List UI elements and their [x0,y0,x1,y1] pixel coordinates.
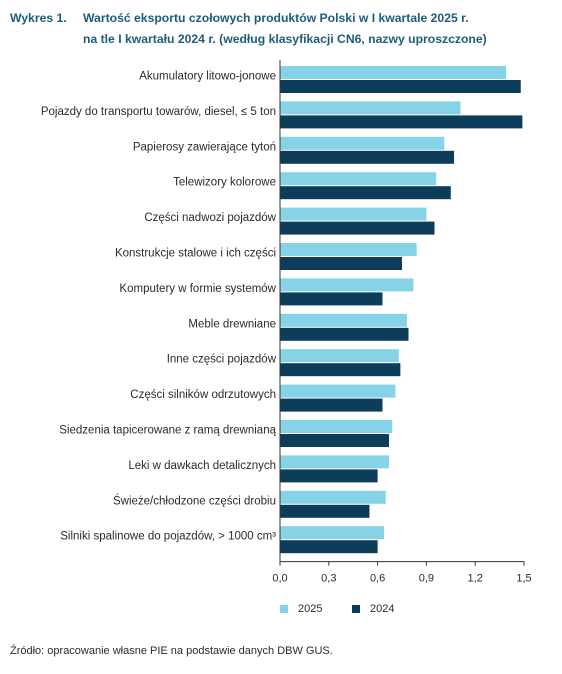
legend-label-2025: 2025 [298,603,323,615]
bar-2025 [280,455,389,469]
source-note: Źródło: opracowanie własne PIE na podsta… [10,645,333,657]
bar-2025 [280,66,507,79]
bar-2025 [280,313,407,327]
bar-2025 [280,136,445,150]
bar-2024 [280,398,383,412]
category-label: Silniki spalinowe do pojazdów, > 1000 cm… [60,531,276,543]
bar-2024 [280,257,402,270]
category-label: Telewizory kolorowe [173,177,276,189]
x-tick-label: 1,5 [516,573,531,585]
bar-2024 [280,327,409,341]
x-tick-label: 0,3 [321,573,336,585]
legend-label-2024: 2024 [370,603,395,615]
bar-2025 [280,101,461,115]
bar-2024 [280,363,401,377]
bar-2025 [280,384,396,398]
x-tick-label: 0,9 [419,573,434,585]
bar-2024 [280,540,378,554]
figure-label: Wykres 1. [10,11,67,25]
legend-item-2024: 2024 [352,603,394,615]
bar-2024 [280,115,523,129]
bar-2024 [280,504,370,518]
legend-swatch-2025 [280,605,288,613]
bar-2025 [280,207,427,221]
bar-2025 [280,243,417,256]
bar-2025 [280,420,393,433]
bar-2025 [280,526,385,540]
category-label: Świeże/chłodzone części drobiu [113,494,276,507]
category-label: Meble drewniane [188,318,276,330]
bar-2024 [280,434,389,447]
bar-chart: Akumulatory litowo-jonowe Pojazdy do tran… [41,60,532,585]
x-tick-label: 0,0 [272,573,287,585]
legend-swatch-2024 [352,605,360,613]
bar-2024 [280,186,451,200]
category-label: Części silników odrzutowych [130,389,276,401]
category-label: Papierosy zawierające tytoń [133,141,276,153]
bar-2024 [280,469,378,483]
bar-2025 [280,349,399,363]
bar-2024 [280,221,435,235]
category-label: Inne części pojazdów [167,354,277,366]
bar-2024 [280,292,383,306]
category-label: Akumulatory litowo-jonowe [139,71,276,83]
bar-2025 [280,278,414,292]
x-tick-label: 1,2 [468,573,483,585]
category-label: Części nadwozi pojazdów [144,212,276,224]
title-line-1: Wartość eksportu czołowych produktów Pol… [83,11,469,25]
x-tick-label: 0,6 [370,573,385,585]
category-label: Komputery w formie systemów [119,283,276,295]
category-label: Siedzenia tapicerowane z ramą drewnianą [59,425,276,437]
category-label: Leki w dawkach detalicznych [128,460,276,472]
legend-item-2025: 2025 [280,603,322,615]
bar-2024 [280,150,455,164]
bar-2025 [280,172,437,186]
category-label: Pojazdy do transportu towarów, diesel, ≤… [41,106,276,118]
title-line-2: na tle I kwartału 2024 r. (według klasyf… [83,32,487,46]
bar-2025 [280,490,386,504]
bar-2024 [280,80,521,93]
category-label: Konstrukcje stalowe i ich części [115,248,276,260]
